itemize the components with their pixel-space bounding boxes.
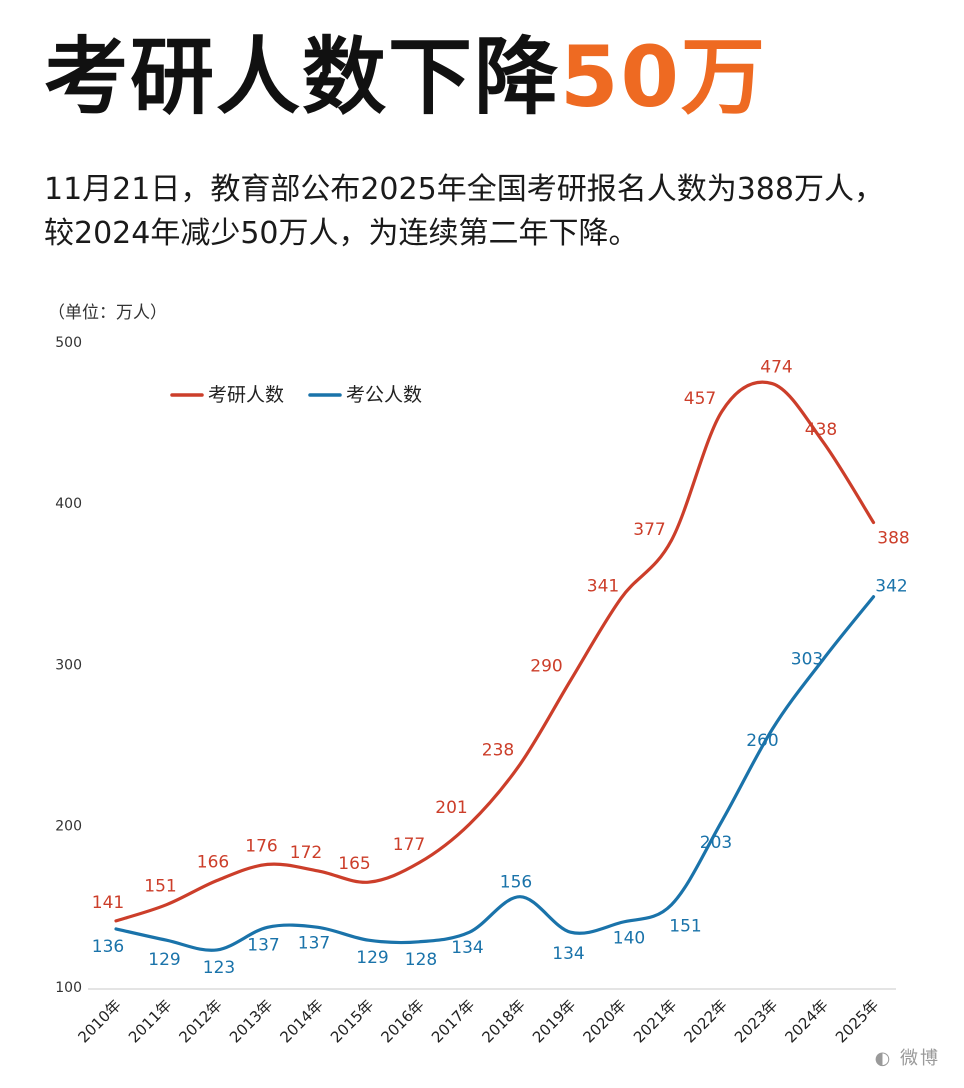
x-tick-label: 2016年 [377,996,427,1046]
subtitle: 11月21日，教育部公布2025年全国考研报名人数为388万人， 较2024年减… [44,168,944,256]
x-tick-label: 2017年 [428,996,478,1046]
data-label: 140 [613,928,645,948]
data-label: 136 [92,937,124,957]
data-label: 123 [203,958,235,978]
data-label: 129 [148,950,180,970]
series-line [114,380,876,923]
headline-main: 考研人数下降 [44,28,561,126]
x-tick-label: 2011年 [125,996,175,1046]
y-tick-label: 400 [55,496,82,512]
y-tick-label: 100 [55,980,82,996]
y-tick-label: 200 [55,819,82,835]
unit-label: （单位：万人） [48,303,167,323]
data-label: 341 [587,576,619,596]
data-label: 156 [500,873,532,893]
x-tick-label: 2024年 [781,996,831,1046]
y-tick-label: 500 [55,335,82,351]
data-label: 134 [552,944,584,964]
x-tick-label: 2020年 [579,996,629,1046]
data-label: 177 [393,835,425,855]
data-label: 474 [760,358,792,378]
data-label: 137 [247,935,279,955]
data-label: 141 [92,893,124,913]
x-tick-label: 2010年 [74,996,124,1046]
x-tick-label: 2019年 [529,996,579,1046]
series-line [114,595,876,952]
x-tick-label: 2015年 [327,996,377,1046]
headline: 考研人数下降50万 [44,18,767,136]
x-tick-label: 2018年 [478,996,528,1046]
watermark: ◐ 微博 [874,1048,940,1069]
data-label: 151 [669,917,701,937]
data-label: 166 [197,853,229,873]
data-label: 438 [805,420,837,440]
x-tick-label: 2013年 [226,996,276,1046]
x-tick-label: 2021年 [630,996,680,1046]
subtitle-line-1: 11月21日，教育部公布2025年全国考研报名人数为388万人， [44,172,884,207]
data-label: 377 [633,520,665,540]
data-label: 134 [451,938,483,958]
data-label: 203 [700,833,732,853]
data-label: 201 [435,798,467,818]
y-tick-label: 300 [55,657,82,673]
headline-accent: 50万 [560,28,767,126]
data-label: 176 [245,836,277,856]
x-tick-label: 2012年 [175,996,225,1046]
legend-label: 考研人数 [208,384,284,406]
x-tick-label: 2023年 [731,996,781,1046]
x-tick-label: 2014年 [276,996,326,1046]
data-label: 129 [356,948,388,968]
data-label: 137 [298,933,330,953]
legend-label: 考公人数 [346,384,422,406]
x-tick-label: 2022年 [680,996,730,1046]
data-label: 457 [684,389,716,409]
data-label: 172 [290,843,322,863]
data-label: 303 [791,650,823,670]
data-label: 151 [144,877,176,897]
data-label: 128 [405,950,437,970]
subtitle-line-2: 较2024年减少50万人，为连续第二年下降。 [44,216,639,251]
x-tick-label: 2025年 [832,996,882,1046]
data-label: 165 [338,854,370,874]
data-label: 260 [746,731,778,751]
data-label: 342 [875,577,907,597]
data-label: 238 [482,740,514,760]
data-label: 290 [530,657,562,677]
data-label: 388 [877,528,909,548]
